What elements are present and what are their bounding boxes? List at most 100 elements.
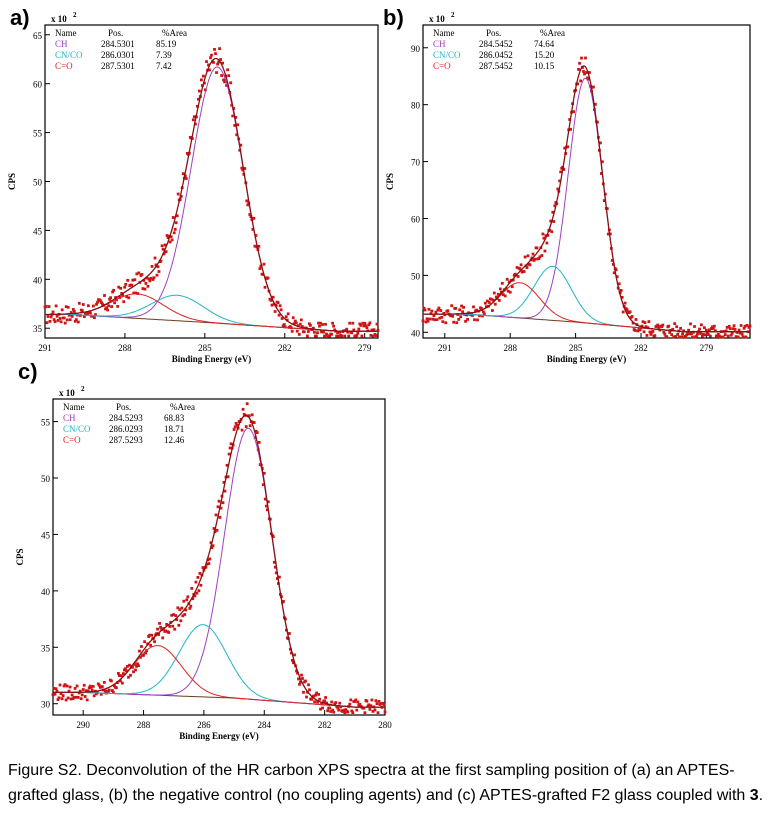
data-point xyxy=(252,216,256,220)
data-point xyxy=(226,68,229,72)
data-point xyxy=(610,259,614,262)
xps-chart-a: 35 40 45 50 55 60 65 291 288 285 282 279 Binding Ene… xyxy=(7,11,380,364)
data-point xyxy=(705,328,708,332)
data-point xyxy=(55,314,59,318)
data-point xyxy=(132,291,136,295)
data-point xyxy=(435,318,439,321)
data-point xyxy=(222,481,226,484)
data-point xyxy=(328,706,332,710)
data-point xyxy=(432,314,436,317)
data-point xyxy=(233,425,237,429)
data-point xyxy=(326,709,330,713)
data-point xyxy=(585,71,588,74)
data-point xyxy=(656,323,660,327)
data-point xyxy=(665,335,669,338)
data-point xyxy=(355,334,359,337)
data-point xyxy=(209,56,212,60)
data-point xyxy=(160,244,164,248)
data-point xyxy=(217,60,220,64)
data-point xyxy=(461,310,464,314)
data-point xyxy=(709,334,712,338)
legend-header: Pos. xyxy=(116,402,131,412)
data-point xyxy=(227,74,231,78)
data-point xyxy=(423,308,427,312)
data-point xyxy=(276,577,279,580)
data-point xyxy=(228,446,232,450)
data-point xyxy=(263,285,267,289)
data-point xyxy=(701,334,704,338)
data-point xyxy=(127,296,131,300)
data-point xyxy=(89,686,93,689)
data-point xyxy=(52,687,56,690)
data-point xyxy=(103,689,107,693)
data-point xyxy=(302,690,305,694)
data-point xyxy=(213,48,216,51)
data-point xyxy=(606,232,610,236)
panel-label-a: a) xyxy=(10,5,30,30)
data-point xyxy=(346,710,350,714)
data-point xyxy=(279,308,283,312)
data-point xyxy=(143,287,147,291)
data-point xyxy=(106,308,109,312)
data-point xyxy=(214,52,217,55)
data-point xyxy=(503,294,507,298)
data-point xyxy=(314,693,317,697)
data-point xyxy=(542,236,546,240)
data-point xyxy=(225,463,229,467)
data-point xyxy=(449,314,453,318)
data-point xyxy=(721,335,725,339)
data-point xyxy=(594,102,597,106)
data-point xyxy=(273,310,277,313)
data-point xyxy=(124,283,128,286)
data-point xyxy=(206,558,210,562)
data-point xyxy=(501,293,505,297)
data-point xyxy=(112,288,115,292)
data-point xyxy=(121,293,125,297)
data-point xyxy=(526,254,530,258)
data-point xyxy=(178,608,182,612)
data-point xyxy=(548,228,552,232)
data-point xyxy=(506,289,510,293)
data-point xyxy=(438,316,442,320)
data-point xyxy=(716,333,720,336)
data-point xyxy=(684,335,687,339)
data-point xyxy=(241,168,245,172)
data-point xyxy=(340,334,344,338)
data-point xyxy=(346,330,350,334)
data-point xyxy=(296,324,300,328)
data-point xyxy=(236,123,240,127)
data-point xyxy=(538,255,542,259)
data-point xyxy=(339,705,343,709)
data-point xyxy=(368,321,372,325)
data-point xyxy=(194,580,198,584)
x-axis-label: Binding Energy (eV) xyxy=(547,354,627,364)
data-point xyxy=(283,325,287,329)
data-point xyxy=(301,677,304,680)
data-point xyxy=(176,192,180,196)
data-point xyxy=(499,290,503,294)
data-point xyxy=(73,319,77,323)
data-point xyxy=(365,326,369,329)
data-point xyxy=(422,306,426,310)
data-point xyxy=(234,116,238,119)
data-point xyxy=(600,172,603,175)
data-point xyxy=(332,710,336,714)
data-point xyxy=(297,333,301,336)
data-point xyxy=(185,598,189,602)
data-point xyxy=(663,332,667,336)
data-point xyxy=(156,265,160,269)
y-tick-label: 45 xyxy=(41,530,51,540)
data-point xyxy=(349,698,353,702)
data-point xyxy=(355,708,359,712)
data-point xyxy=(651,329,655,333)
data-point xyxy=(492,291,496,295)
x-tick-label: 291 xyxy=(38,343,52,353)
data-point xyxy=(90,688,94,692)
data-point xyxy=(302,330,306,334)
data-point xyxy=(142,279,146,282)
y-multiplier-exponent: 2 xyxy=(73,11,77,19)
data-point xyxy=(333,702,337,706)
data-point xyxy=(336,706,340,710)
data-point xyxy=(278,575,281,579)
data-point xyxy=(338,330,342,334)
